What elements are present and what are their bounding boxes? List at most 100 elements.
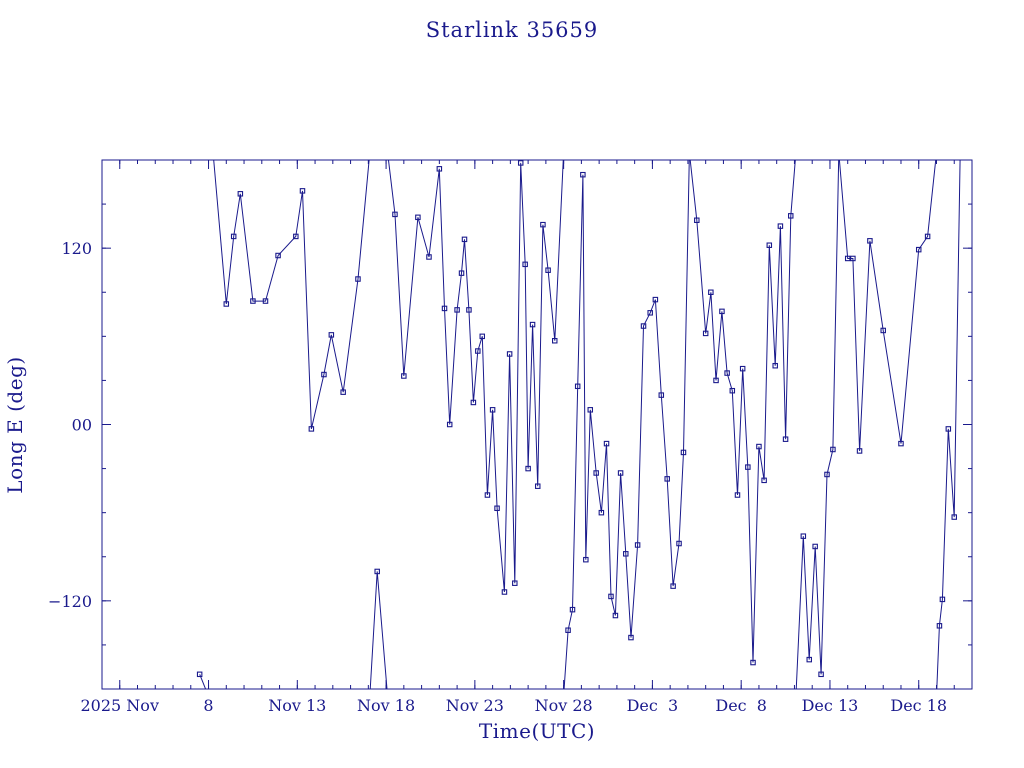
data-point (939, 596, 946, 603)
data-point (750, 659, 756, 666)
data-point (634, 542, 641, 548)
data-point (830, 446, 836, 453)
data-point (328, 332, 335, 338)
data-point (664, 476, 670, 482)
data-point (522, 261, 528, 268)
data-point (441, 305, 448, 312)
data-point (479, 333, 486, 340)
data-layer (196, 160, 961, 689)
data-point (196, 671, 203, 678)
series-line-6 (689, 160, 796, 663)
data-point (623, 551, 629, 557)
data-point (702, 330, 709, 337)
data-point (745, 464, 751, 470)
data-point (719, 308, 725, 315)
data-point (565, 627, 571, 633)
data-point (517, 160, 524, 166)
data-point (867, 238, 873, 244)
data-point (612, 612, 619, 619)
data-point (598, 509, 605, 516)
data-point (850, 255, 856, 262)
series-line-9 (936, 160, 961, 689)
data-point (392, 211, 398, 218)
data-point (534, 483, 541, 489)
plot-area: 2025 Nov 8 Nov 13 Nov 18 Nov 23 Nov 28 Dec 3 De… (48, 159, 973, 715)
data-point (708, 289, 714, 295)
data-point (299, 188, 306, 194)
y-tick-label: −120 (48, 592, 92, 611)
data-point (734, 492, 741, 498)
data-point (640, 323, 647, 329)
data-point (898, 440, 904, 447)
series-line-3 (369, 571, 388, 689)
data-point (587, 407, 594, 413)
data-point (580, 171, 586, 178)
data-point (461, 236, 468, 243)
data-point (540, 221, 546, 228)
data-point (475, 348, 481, 354)
plot-frame (101, 159, 973, 690)
x-tick-label: Nov 13 (268, 696, 326, 715)
data-point (583, 556, 589, 563)
data-point (628, 634, 634, 641)
series-line-7 (795, 160, 840, 689)
data-point (230, 233, 237, 240)
data-point (458, 270, 465, 276)
y-tick-label: 00 (72, 416, 92, 435)
data-point (223, 301, 230, 307)
data-point (818, 671, 824, 678)
x-tick-label: Dec 8 (715, 696, 767, 715)
data-point (512, 580, 518, 586)
data-point (501, 589, 508, 595)
data-point (489, 407, 496, 413)
data-point (321, 371, 327, 378)
data-point (374, 568, 380, 575)
data-point (713, 377, 719, 384)
series-line-5 (563, 160, 690, 689)
data-point (766, 242, 773, 248)
data-point (787, 213, 794, 219)
data-point (574, 383, 581, 390)
data-point (680, 449, 687, 456)
series-line-8 (838, 160, 937, 452)
data-point (436, 166, 443, 172)
data-point (426, 254, 432, 260)
y-tick-label: 120 (61, 239, 92, 258)
data-point (694, 217, 700, 223)
x-tick-label: Nov 23 (446, 696, 504, 715)
data-point (506, 351, 513, 357)
data-point (670, 583, 676, 589)
data-point (806, 656, 812, 663)
data-point (856, 448, 863, 454)
y-axis-title: Long E (deg) (3, 356, 27, 493)
data-point (355, 276, 361, 282)
data-point (647, 310, 653, 316)
data-point (545, 267, 551, 273)
x-tick-label: Dec 18 (890, 696, 947, 715)
data-point (739, 365, 746, 372)
x-tick-label: Nov 18 (357, 696, 415, 715)
data-point (529, 321, 536, 328)
data-point (484, 492, 491, 498)
data-point (250, 298, 256, 304)
data-point (936, 623, 943, 629)
data-point (401, 373, 407, 379)
data-point (658, 392, 665, 398)
data-point (782, 436, 789, 442)
data-point (951, 514, 957, 520)
data-point (593, 470, 599, 476)
data-point (756, 443, 762, 450)
data-point (772, 362, 778, 369)
data-point (237, 191, 244, 197)
data-point (308, 426, 315, 432)
data-point (844, 255, 851, 262)
data-point (293, 233, 299, 240)
x-tick-label: Dec 3 (627, 696, 679, 715)
data-point (454, 307, 460, 313)
data-point (275, 252, 281, 259)
data-point (470, 399, 477, 406)
data-point (729, 387, 736, 394)
data-point (880, 327, 886, 334)
data-point (466, 307, 472, 313)
